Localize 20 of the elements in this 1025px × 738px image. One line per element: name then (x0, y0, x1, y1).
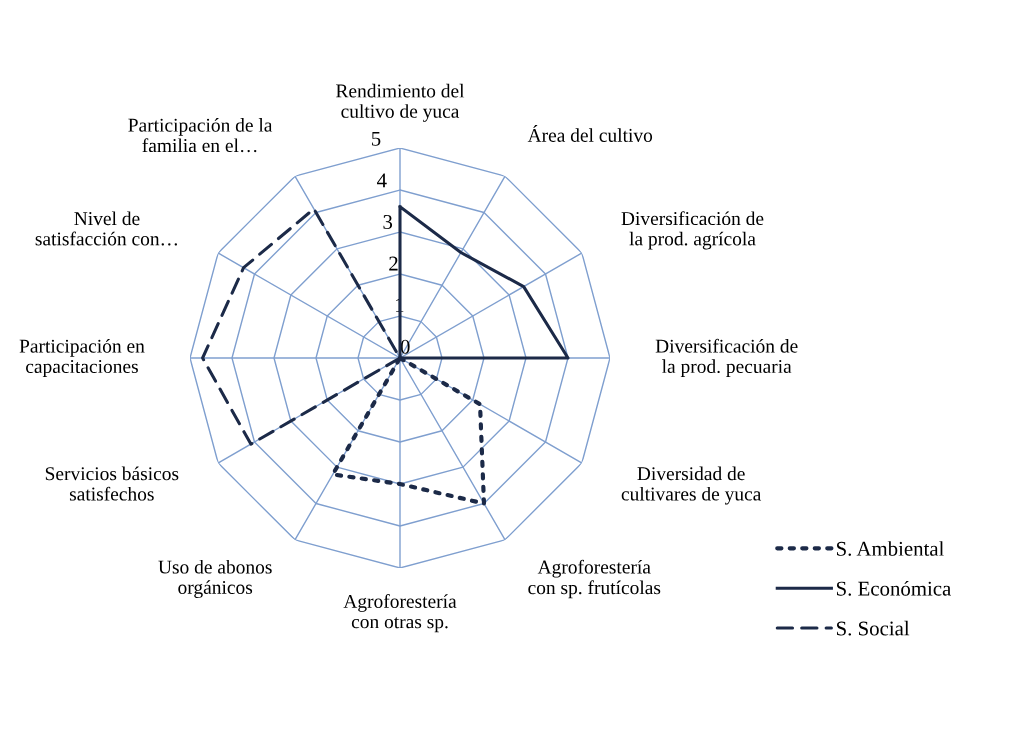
y-tick-label: 5 (371, 131, 381, 146)
spoke-label: Área del cultivo (527, 125, 653, 142)
legend-label: S. Ambiental (836, 541, 944, 556)
y-tick-label: 2 (389, 256, 398, 271)
spoke-label: Diversificación de la prod. agrícola (621, 211, 764, 250)
spoke-label: Uso de abonos orgánicos (158, 559, 272, 598)
spoke-label: Participación en capacitaciones (19, 339, 145, 377)
spoke-label: Participación de la familia en el… (128, 118, 273, 153)
spoke-label: Rendimiento del cultivo de yuca (336, 83, 465, 122)
spoke-label: Nivel de satisfacción con… (35, 211, 177, 246)
spoke-label: Diversidad de cultivares de yuca (621, 466, 762, 505)
y-tick-label: 3 (383, 214, 393, 229)
spoke-label: Diversificación de la prod. pecuaria (655, 338, 798, 377)
spoke-label: Agroforestería con otras sp. (343, 594, 457, 633)
spoke-label: Agroforestería con sp. frutícolas (528, 559, 661, 599)
legend-label: S. Económica (836, 580, 952, 596)
y-tick-label: 4 (377, 173, 387, 188)
legend-label: S. Social (836, 620, 910, 636)
y-tick-label: 0 (400, 339, 410, 354)
spoke-label: Servicios básicos satisfechos (45, 466, 179, 501)
